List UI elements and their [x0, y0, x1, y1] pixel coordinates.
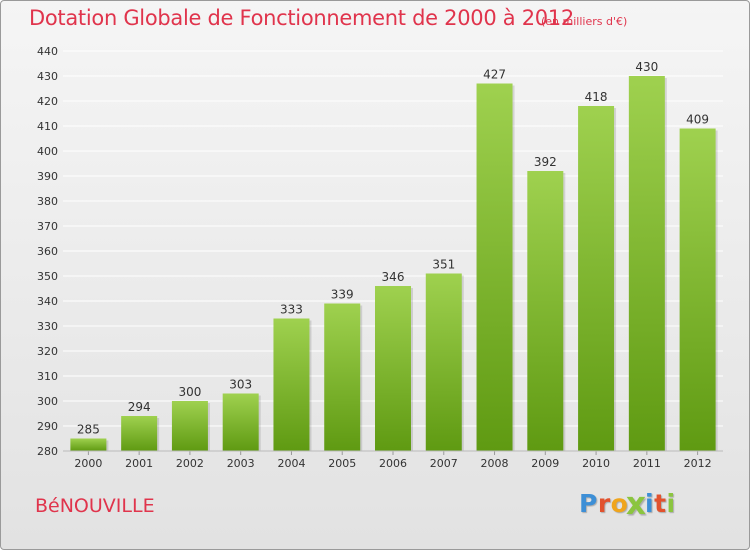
bar-2003: [222, 393, 259, 451]
logo-letter: o: [610, 489, 629, 518]
y-tick-label: 410: [37, 120, 58, 133]
logo-letter: P: [579, 489, 598, 518]
bar-2006: [375, 286, 411, 451]
y-tick-label: 400: [37, 145, 58, 158]
y-tick-label: 300: [37, 395, 58, 408]
data-label: 303: [229, 378, 252, 392]
x-tick-label: 2005: [328, 457, 356, 470]
x-tick-label: 2012: [684, 457, 712, 470]
chart-subtitle: (en milliers d'€): [541, 15, 628, 28]
chart-title: Dotation Globale de Fonctionnement de 20…: [29, 6, 574, 30]
y-tick-label: 290: [37, 420, 58, 433]
x-tick-label: 2002: [176, 457, 204, 470]
bar-2011: [628, 76, 665, 451]
bar-2000: [70, 438, 107, 451]
logo-letter: i: [645, 489, 655, 518]
bar-2001: [121, 416, 158, 451]
commune-name: BéNOUVILLE: [35, 495, 155, 517]
y-tick-label: 320: [37, 345, 58, 358]
y-tick-label: 380: [37, 195, 58, 208]
x-tick-label: 2003: [227, 457, 255, 470]
logo-letter: r: [597, 489, 611, 518]
data-labels: 285 294 300 303 333 339 346 351 427 392 418 430 409: [77, 60, 709, 437]
x-tick-label: 2000: [74, 457, 102, 470]
bar-2002: [171, 401, 208, 451]
bar-2005: [324, 303, 361, 451]
data-label: 409: [686, 113, 709, 127]
y-tick-label: 420: [37, 95, 58, 108]
y-tick-label: 350: [37, 270, 58, 283]
logo-letter: x: [626, 485, 648, 522]
x-tick-label: 2010: [582, 457, 610, 470]
bar-2012: [679, 128, 716, 451]
y-tick-label: 310: [37, 370, 58, 383]
data-label: 339: [331, 288, 354, 302]
bars: [70, 76, 718, 451]
data-label: 418: [585, 90, 608, 104]
bar-2007: [425, 273, 462, 451]
y-axis: 280 290 300 310 320 330 340 350 360 370 380 390 400 4…: [37, 45, 58, 458]
y-tick-label: 390: [37, 170, 58, 183]
x-tick-label: 2004: [277, 457, 305, 470]
data-label: 430: [635, 60, 658, 74]
x-tick-label: 2007: [430, 457, 458, 470]
data-label: 427: [483, 68, 506, 82]
x-tick-label: 2009: [531, 457, 559, 470]
x-tick-label: 2008: [481, 457, 509, 470]
bar-2010: [578, 106, 615, 451]
data-label: 346: [382, 270, 405, 284]
data-label: 351: [432, 258, 455, 272]
data-label: 294: [128, 400, 151, 414]
y-tick-label: 430: [37, 70, 58, 83]
y-tick-label: 280: [37, 445, 58, 458]
x-tick-label: 2001: [125, 457, 153, 470]
data-label: 285: [77, 423, 100, 437]
x-tick-label: 2011: [633, 457, 661, 470]
proxiti-logo: Proxiti: [579, 485, 676, 521]
bar-2009: [527, 171, 564, 451]
logo-letter: t: [654, 489, 667, 518]
data-label: 333: [280, 303, 303, 317]
y-tick-label: 330: [37, 320, 58, 333]
data-label: 392: [534, 155, 557, 169]
x-axis: 2000 2001 2002 2003 2004 2005 2006 2007 2008 2009…: [63, 450, 723, 470]
logo-letter: i: [666, 489, 676, 518]
bar-2004: [273, 318, 310, 451]
data-label: 300: [178, 385, 201, 399]
x-tick-label: 2006: [379, 457, 407, 470]
y-tick-label: 440: [37, 45, 58, 58]
bar-2008: [476, 83, 513, 451]
y-tick-label: 370: [37, 220, 58, 233]
y-tick-label: 340: [37, 295, 58, 308]
y-tick-label: 360: [37, 245, 58, 258]
